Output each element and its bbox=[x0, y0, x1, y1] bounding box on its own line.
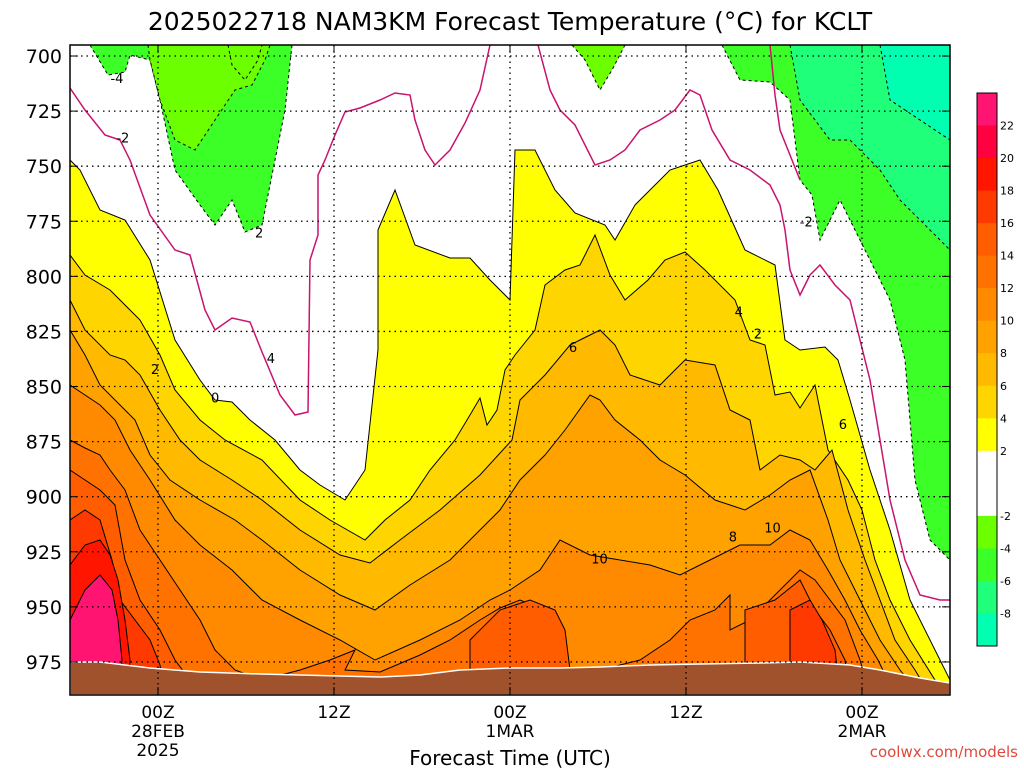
colorbar-bin bbox=[977, 320, 997, 354]
contour-label: 4 bbox=[267, 352, 275, 367]
contour-label: 4 bbox=[735, 306, 743, 321]
x-tick-label: 12Z bbox=[317, 703, 350, 723]
contour-label: 10 bbox=[764, 522, 781, 537]
contour-label: -2 bbox=[116, 132, 129, 147]
colorbar-label: 22 bbox=[1000, 120, 1014, 133]
contour-label: 6 bbox=[839, 418, 847, 433]
colorbar-label: 14 bbox=[1000, 250, 1014, 263]
colorbar-bin bbox=[977, 288, 997, 322]
y-tick-label: 950 bbox=[26, 597, 62, 619]
colorbar-bin bbox=[977, 93, 997, 127]
x-tick-label: 2MAR bbox=[838, 722, 887, 742]
colorbar-label: 20 bbox=[1000, 152, 1014, 165]
x-axis-title: Forecast Time (UTC) bbox=[409, 746, 611, 768]
colorbar-label: 18 bbox=[1000, 185, 1014, 198]
colorbar-label: -8 bbox=[1000, 607, 1011, 620]
colorbar-bin bbox=[977, 548, 997, 582]
temperature-colorbar: 22 20 18 16 14 12 10 8 6 4 2 -2 -4 -6 -8 bbox=[976, 92, 1014, 647]
y-tick-label: 800 bbox=[26, 266, 62, 288]
x-tick-label: 00Z bbox=[493, 703, 526, 723]
colorbar-bin bbox=[977, 158, 997, 192]
freezing-line-mid bbox=[537, 45, 950, 601]
chart-title: 2025022718 NAM3KM Forecast Temperature (… bbox=[148, 7, 873, 36]
x-tick-label: 12Z bbox=[669, 703, 702, 723]
colorbar-bin bbox=[977, 483, 997, 517]
y-tick-label: 875 bbox=[26, 432, 62, 454]
pressure-axis: 700 725 750 775 800 825 850 875 900 925 950 975 bbox=[26, 46, 950, 674]
colorbar-label: -2 bbox=[1000, 510, 1011, 523]
colorbar-bin bbox=[977, 353, 997, 387]
contour-label: -4 bbox=[110, 72, 123, 87]
colorbar-bin bbox=[977, 125, 997, 159]
y-tick-label: 925 bbox=[26, 542, 62, 564]
y-tick-label: 700 bbox=[26, 46, 62, 68]
y-tick-label: 825 bbox=[26, 321, 62, 343]
colorbar-bin bbox=[977, 515, 997, 549]
colorbar-bin bbox=[977, 450, 997, 484]
cold-region-upper-small bbox=[227, 45, 263, 81]
y-tick-label: 975 bbox=[26, 652, 62, 674]
contour-label: 2 bbox=[151, 363, 159, 378]
x-tick-label: 28FEB bbox=[131, 722, 185, 742]
contour-label: 10 bbox=[591, 552, 608, 567]
colorbar-bin bbox=[977, 613, 997, 647]
colorbar-frame bbox=[976, 92, 998, 647]
temperature-fill-layers bbox=[70, 45, 950, 695]
contour-label: 6 bbox=[569, 341, 577, 356]
y-tick-label: 775 bbox=[26, 211, 62, 233]
contour-label: 8 bbox=[729, 530, 737, 545]
colorbar-bin bbox=[977, 255, 997, 289]
x-tick-label: 00Z bbox=[141, 703, 174, 723]
colorbar-bin bbox=[977, 385, 997, 419]
colorbar-label: 16 bbox=[1000, 217, 1014, 230]
band-10-12 bbox=[70, 384, 896, 695]
colorbar-label: 2 bbox=[1000, 445, 1007, 458]
colorbar-label: -4 bbox=[1000, 542, 1011, 555]
colorbar-bin bbox=[977, 580, 997, 614]
contour-label: -2 bbox=[800, 215, 813, 230]
y-tick-label: 900 bbox=[26, 487, 62, 509]
colorbar-bin bbox=[977, 190, 997, 224]
colorbar-label: 6 bbox=[1000, 380, 1007, 393]
y-tick-label: 725 bbox=[26, 101, 62, 123]
colorbar-label: 4 bbox=[1000, 412, 1007, 425]
time-gridlines bbox=[157, 45, 863, 695]
y-tick-label: 750 bbox=[26, 156, 62, 178]
colorbar-label: 12 bbox=[1000, 282, 1014, 295]
cold-region-right-core bbox=[879, 45, 950, 141]
colorbar-label: 10 bbox=[1000, 315, 1014, 328]
colorbar-bin bbox=[977, 418, 997, 452]
freezing-line-right-edge bbox=[769, 45, 801, 181]
x-tick-label: 00Z bbox=[845, 703, 878, 723]
colorbar-label: 8 bbox=[1000, 347, 1007, 360]
contour-label: 2 bbox=[754, 328, 762, 343]
colorbar-bin bbox=[977, 223, 997, 257]
y-tick-label: 850 bbox=[26, 377, 62, 399]
watermark: coolwx.com/models bbox=[870, 743, 1018, 761]
contour-label: 2 bbox=[255, 226, 263, 241]
contour-label: 0 bbox=[211, 392, 219, 407]
x-tick-label: 1MAR bbox=[486, 722, 535, 742]
colorbar-label: -6 bbox=[1000, 575, 1011, 588]
x-tick-label: 2025 bbox=[136, 741, 179, 761]
cold-region-mid bbox=[571, 45, 626, 92]
